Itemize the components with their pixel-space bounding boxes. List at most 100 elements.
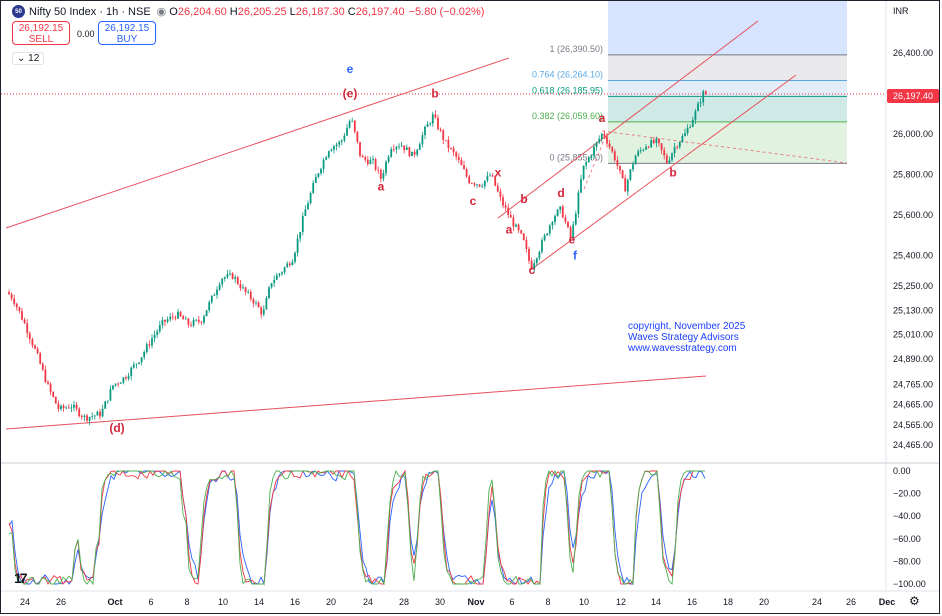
candle-body [239, 283, 242, 289]
candle-body [119, 382, 122, 384]
candle-body [494, 175, 497, 186]
candle-body [574, 213, 577, 225]
currency-label[interactable]: INR [893, 6, 909, 16]
candle-body [249, 292, 252, 300]
high-key: H [229, 5, 238, 18]
candle-body [460, 159, 463, 166]
candle-body [320, 168, 322, 174]
candle-body [203, 316, 205, 323]
candle-body [426, 124, 429, 127]
candle-body [252, 299, 255, 304]
candle-body [83, 415, 86, 417]
candle-body [88, 416, 91, 421]
gear-icon[interactable]: ⚙ [909, 594, 920, 608]
candle-body [275, 275, 278, 280]
fib-label: 0.382 (26,059.60) [532, 111, 603, 121]
candle-body [684, 132, 686, 137]
candle-body [554, 216, 556, 223]
candle-body [632, 164, 634, 170]
candle-body [247, 292, 250, 293]
candle-body [450, 148, 452, 149]
wave-label: e [569, 232, 576, 246]
chart-title[interactable]: Nifty 50 Index · 1h · NSE [29, 5, 151, 18]
candle-body [122, 377, 125, 383]
time-tick-label: 12 [616, 597, 626, 607]
tradingview-logo-icon[interactable]: 17 [14, 570, 28, 586]
candle-body [270, 283, 273, 288]
oscillator-tick-label: −20.00 [893, 489, 921, 499]
candle-body [385, 161, 387, 174]
candle-body [75, 404, 78, 409]
candle-body [512, 217, 515, 227]
time-tick-label: 26 [846, 597, 856, 607]
candle-body [489, 175, 491, 177]
candle-body [49, 383, 52, 392]
candle-body [567, 221, 569, 228]
candle-body [606, 136, 608, 144]
candle-body [265, 298, 268, 310]
candle-body [143, 351, 146, 358]
candle-body [91, 416, 94, 418]
time-tick-label: 26 [56, 597, 66, 607]
time-tick-label: 20 [326, 597, 336, 607]
fib-label: 0 (25,855.00) [549, 152, 603, 162]
symbol-badge: 50 [12, 5, 25, 18]
candle-body [34, 345, 36, 349]
candle-body [343, 135, 346, 141]
trend-line [5, 375, 707, 430]
fib-label: 0.618 (26,185.95) [532, 85, 603, 95]
candle-body [234, 277, 237, 279]
candle-body [304, 209, 307, 217]
candle-body [593, 146, 595, 156]
candle-body [366, 159, 369, 165]
open-value: 26,204.60 [177, 5, 227, 18]
candle-body [483, 180, 486, 187]
candle-body [174, 317, 177, 319]
interval-selector[interactable]: ⌄ 12 [12, 52, 45, 65]
candle-body [647, 146, 650, 148]
interval-value: 12 [28, 53, 40, 64]
time-tick-label: 16 [290, 597, 300, 607]
candle-body [268, 287, 270, 299]
candle-body [200, 321, 203, 323]
candle-body [600, 133, 603, 139]
candle-body [145, 344, 148, 352]
wave-label: b [669, 166, 676, 180]
candle-body [257, 302, 260, 308]
candle-body [104, 401, 107, 409]
time-tick-label: Oct [107, 597, 122, 607]
candle-body [296, 238, 299, 253]
candle-body [255, 302, 257, 304]
candle-body [530, 260, 533, 270]
buy-button[interactable]: 26,192.15 BUY [98, 21, 156, 45]
wave-label: f [573, 249, 578, 263]
candle-body [348, 121, 351, 128]
candle-body [283, 267, 286, 273]
candle-body [52, 391, 55, 397]
close-value: 26,197.40 [355, 5, 405, 18]
candle-body [486, 175, 489, 181]
candle-body [413, 151, 416, 155]
buy-price: 26,192.15 [104, 23, 150, 34]
candle-body [603, 133, 606, 137]
candle-body [400, 145, 403, 147]
candle-body [41, 363, 44, 370]
candle-body [307, 203, 309, 210]
copyright-annotation: www.wavesstrategy.com [627, 343, 737, 354]
sell-button[interactable]: 26,192.15 SELL [12, 21, 70, 45]
candle-body [390, 149, 393, 157]
wave-label: a [378, 180, 385, 194]
candle-body [106, 400, 109, 402]
oscillator-tick-label: 0.00 [893, 466, 911, 476]
wave-label: c [529, 263, 536, 277]
candle-body [496, 185, 499, 192]
candle-body [205, 310, 208, 317]
eye-icon[interactable]: ◉ [156, 6, 167, 18]
candle-body [559, 206, 562, 210]
candle-body [613, 151, 616, 161]
candle-body [114, 383, 117, 386]
candle-body [572, 224, 575, 239]
oscillator-line [8, 470, 706, 586]
candle-body [439, 129, 442, 131]
